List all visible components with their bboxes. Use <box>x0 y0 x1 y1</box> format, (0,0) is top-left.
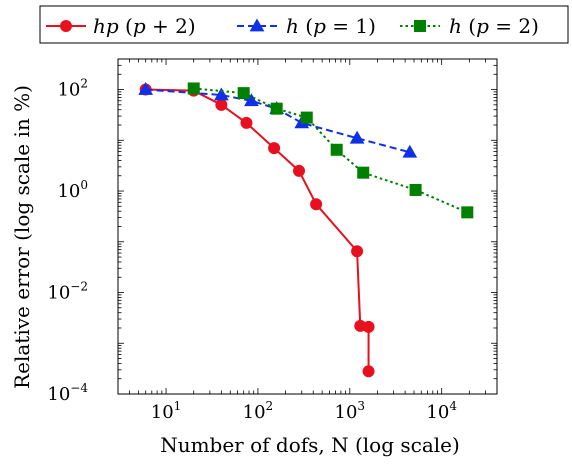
legend-box <box>39 5 569 44</box>
legend-label: h (p = 2) <box>449 14 539 38</box>
data-point <box>351 245 364 258</box>
data-point <box>300 111 313 124</box>
legend-entry-1: hp (p + 2) <box>46 14 196 38</box>
legend-marker <box>414 20 426 32</box>
x-axis-label: Number of dofs, N (log scale) <box>160 433 460 457</box>
x-tick-label: 102 <box>243 399 274 423</box>
legend-label: hp (p + 2) <box>93 14 196 38</box>
series-1 <box>139 83 375 378</box>
y-tick-label: 10−4 <box>47 381 88 405</box>
x-tick-label: 104 <box>426 399 457 423</box>
data-point <box>357 166 370 179</box>
y-tick-label: 100 <box>57 178 88 202</box>
data-point <box>402 144 418 158</box>
legend-entry-2: h (p = 1) <box>237 14 376 38</box>
x-tick-label: 103 <box>335 399 366 423</box>
plot-area <box>117 58 498 395</box>
data-point <box>362 320 375 333</box>
data-point <box>237 87 250 100</box>
data-point <box>187 82 200 95</box>
data-point <box>270 102 283 115</box>
data-point <box>268 142 281 155</box>
y-tick-label: 10−2 <box>47 280 88 304</box>
data-point <box>409 183 422 196</box>
legend-marker <box>60 20 72 32</box>
data-point <box>138 82 154 95</box>
data-point <box>362 365 375 378</box>
plot-frame <box>117 58 498 395</box>
data-point <box>330 143 343 156</box>
y-axis: 10−4 10−2 100 102 <box>47 58 497 405</box>
legend-marker <box>249 18 265 32</box>
data-point <box>244 93 259 107</box>
y-axis-label: Relative error (log scale in %) <box>10 85 34 389</box>
data-point <box>215 98 228 111</box>
data-point <box>213 87 229 101</box>
legend-label: h (p = 1) <box>286 14 376 38</box>
series-line <box>193 87 468 214</box>
series-3 <box>187 82 474 219</box>
data-point <box>461 206 474 219</box>
x-axis: 101 102 103 104 <box>117 59 498 423</box>
series-line <box>145 88 370 372</box>
x-tick-label: 101 <box>151 399 182 423</box>
series-line <box>145 88 411 154</box>
series-layer <box>138 82 474 378</box>
legend: hp (p + 2) h (p = 1) h (p = 2) <box>39 5 569 44</box>
data-point <box>240 116 253 129</box>
data-point <box>310 198 323 211</box>
y-tick-label: 102 <box>57 77 88 101</box>
data-point <box>349 130 365 144</box>
data-point <box>293 164 306 177</box>
legend-entry-3: h (p = 2) <box>400 14 539 38</box>
